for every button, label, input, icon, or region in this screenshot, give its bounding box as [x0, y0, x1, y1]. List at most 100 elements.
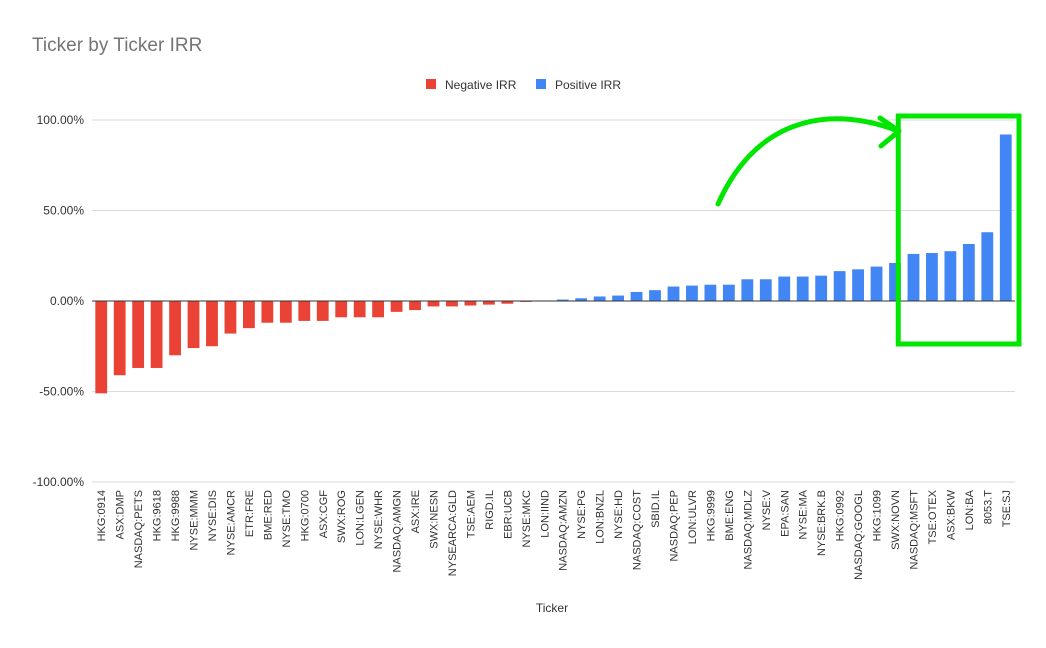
- bar-bme-eng: [722, 284, 735, 301]
- x-tick-label: LON:IIND: [539, 490, 551, 538]
- x-tick-label: HKG:0700: [299, 490, 311, 541]
- x-tick-label: NYSE:AMCR: [225, 490, 237, 555]
- bar-swx-novn: [889, 262, 901, 301]
- bar-nyse-brk-b: [815, 275, 828, 301]
- x-tick-label: NASDAQ:MDLZ: [742, 490, 754, 570]
- legend-swatch-positive: [536, 79, 546, 89]
- x-tick-label: ASX:IRE: [410, 490, 422, 533]
- bar-nyse-dis: [206, 301, 218, 347]
- x-tick-label: SWX:NESN: [429, 490, 441, 549]
- bar-nasdaq-amzn: [556, 299, 569, 301]
- curved-arrow-annotation: [715, 116, 901, 207]
- x-tick-label: NASDAQ:COST: [632, 490, 644, 570]
- bar-swx-rog: [335, 301, 348, 318]
- x-tick-label: HKG:9999: [705, 490, 717, 541]
- x-tick-label: NYSE:V: [761, 489, 773, 530]
- x-tick-label: TSE:SJ: [1001, 490, 1013, 527]
- bar-nasdaq-msft: [907, 253, 920, 301]
- x-tick-label: NASDAQ:AMGN: [392, 490, 404, 573]
- bar-nyse-mmm: [187, 301, 200, 349]
- legend-label-positive: Positive IRR: [555, 78, 621, 92]
- bar-hkg-0992: [833, 271, 846, 301]
- x-tick-label: LON:LGEN: [355, 490, 367, 546]
- bar-nasdaq-mdlz: [741, 279, 754, 301]
- x-tick-label: LON:BNZL: [595, 490, 607, 544]
- bar-asx-dmp: [113, 301, 126, 376]
- x-tick-label: SWX:ROG: [336, 490, 348, 543]
- x-tick-label: NYSE:MMM: [189, 490, 201, 551]
- bar-nyse-ma: [796, 276, 809, 301]
- x-tick-label: TSE:OTEX: [927, 489, 939, 544]
- legend-label-negative: Negative IRR: [445, 78, 517, 92]
- bar-lon-lgen: [353, 301, 366, 318]
- x-axis-tick-labels: HKG:0914 ASX:DMP NASDAQ:PETS HKG:9618 HKG:99…: [96, 489, 1013, 580]
- x-axis-title: Ticker: [536, 601, 568, 615]
- y-tick-label: 50.00%: [43, 204, 84, 218]
- bar-etr-fre: [243, 301, 255, 329]
- x-tick-label: ASX:CGF: [318, 490, 330, 539]
- x-tick-label: RIGD.IL: [484, 490, 496, 530]
- x-tick-label: EBR:UCB: [502, 490, 514, 539]
- x-tick-label: SWX:NOVN: [890, 490, 902, 550]
- bar-nasdaq-cost: [630, 291, 643, 301]
- bar-tse-otex: [926, 253, 938, 301]
- x-tick-label: HKG:0914: [96, 490, 108, 541]
- bar-asx-cgf: [316, 301, 329, 321]
- x-tick-label: ASX:DMP: [115, 490, 127, 540]
- x-tick-label: LON:BA: [964, 489, 976, 530]
- y-tick-label: -100.00%: [33, 475, 85, 489]
- bar-hkg-0700: [298, 301, 311, 321]
- x-tick-label: NASDAQ:GOOGL: [853, 490, 865, 580]
- x-tick-label: NASDAQ:MSFT: [908, 490, 920, 570]
- x-tick-label: NYSEARCA:GLD: [447, 490, 459, 576]
- y-tick-label: 100.00%: [37, 113, 85, 127]
- bar-nyse-tmo: [279, 301, 292, 323]
- x-tick-label: NYSE:TMO: [281, 490, 293, 548]
- x-tick-label: NASDAQ:PEP: [668, 490, 680, 562]
- bars: [95, 134, 1012, 394]
- x-tick-label: NYSE:WHR: [373, 490, 385, 549]
- x-tick-label: NYSE:BRK.B: [816, 490, 828, 556]
- x-tick-label: SBID.IL: [650, 490, 662, 528]
- bar-hkg-9988: [169, 301, 181, 356]
- bar-rigd-il: [482, 301, 495, 305]
- chart-title: Ticker by Ticker IRR: [32, 35, 202, 56]
- bar-nyse-amcr: [224, 301, 237, 334]
- bar-sbid-il: [649, 290, 661, 301]
- x-tick-label: HKG:1099: [872, 490, 884, 541]
- y-axis: 100.00% 50.00% 0.00% -50.00% -100.00%: [33, 113, 85, 489]
- bar-hkg-1099: [870, 266, 883, 301]
- bar-lon-ba: [962, 243, 975, 301]
- bar-nyse-hd: [612, 295, 625, 301]
- legend: Negative IRR Positive IRR: [426, 78, 621, 92]
- x-tick-label: NYSE:MKC: [521, 490, 533, 548]
- bar-nasdaq-googl: [852, 269, 864, 301]
- x-tick-label: BME:RED: [262, 490, 274, 540]
- bar-nyse-whr: [372, 301, 385, 318]
- bar-asx-ire: [409, 301, 421, 311]
- bar-lon-bnzl: [593, 296, 606, 301]
- x-tick-label: NASDAQ:PETS: [133, 490, 145, 568]
- bar-nasdaq-amgn: [390, 301, 403, 312]
- y-tick-label: -50.00%: [39, 385, 84, 399]
- x-tick-label: TSE:AEM: [465, 490, 477, 538]
- bar-nasdaq-pep: [667, 286, 680, 301]
- bar-tse-sj: [999, 134, 1012, 301]
- x-tick-label: NYSE:HD: [613, 490, 625, 539]
- bar-swx-nesn: [427, 301, 440, 307]
- bar-asx-bkw: [944, 251, 957, 301]
- x-tick-label: NASDAQ:AMZN: [558, 490, 570, 571]
- x-tick-label: HKG:9988: [170, 490, 182, 541]
- x-tick-label: HKG:0992: [835, 490, 847, 541]
- bar-tse-aem: [464, 301, 477, 306]
- bar-nyse-v: [759, 279, 772, 301]
- highlight-box-annotation: [895, 113, 1022, 347]
- bar-nyse-pg: [575, 298, 588, 301]
- x-tick-label: BME:ENG: [724, 490, 736, 541]
- x-tick-label: ETR:FRE: [244, 490, 256, 537]
- x-tick-label: 8053.T: [982, 490, 994, 525]
- bar-8053-t: [981, 232, 994, 301]
- bar-hkg-9618: [150, 301, 163, 368]
- x-tick-label: ASX:BKW: [945, 489, 957, 540]
